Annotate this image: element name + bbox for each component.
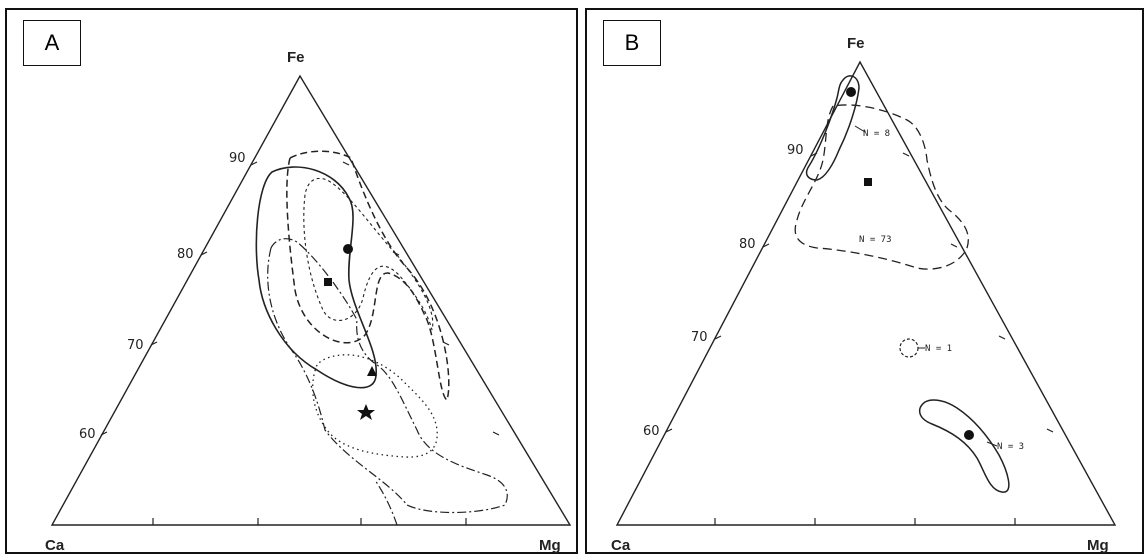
vertex-fe: Fe — [847, 35, 865, 52]
tick-label-90: 90 — [787, 143, 804, 158]
square-marker — [324, 278, 332, 286]
vertex-mg: Mg — [1087, 537, 1109, 554]
vertex-mg: Mg — [539, 537, 561, 554]
tick-label-80: 80 — [177, 247, 194, 262]
annotation-n73: N = 73 — [859, 235, 892, 245]
tick-label-70: 70 — [127, 338, 144, 353]
panel-a: A Fe Ca Mg 90 80 70 — [5, 8, 578, 554]
ternary-diagram-b: Fe Ca Mg 90 80 70 60 N = 8 N = 73 N = 1 … — [611, 35, 1117, 554]
field-dash-dot-tail — [374, 479, 398, 526]
field-n8 — [805, 75, 860, 181]
star-marker — [357, 404, 375, 420]
field-dash-cross — [303, 177, 434, 331]
ternary-triangle — [50, 74, 572, 526]
triangle-marker — [367, 366, 377, 376]
ternary-diagram-a: Fe Ca Mg 90 80 70 60 — [45, 49, 572, 554]
leader-n3 — [986, 441, 998, 447]
panel-label-b: B — [603, 20, 661, 66]
panel-label-a: A — [23, 20, 81, 66]
vertex-ca: Ca — [611, 537, 631, 554]
right-ticks — [902, 152, 1054, 433]
field-n73 — [794, 104, 969, 270]
left-ticks — [665, 152, 818, 433]
field-solid — [255, 166, 377, 389]
vertex-ca: Ca — [45, 537, 65, 554]
field-n3 — [918, 399, 1010, 493]
annotation-n3: N = 3 — [997, 442, 1024, 452]
annotation-n8: N = 8 — [863, 129, 890, 139]
tick-label-80: 80 — [739, 237, 756, 252]
tick-label-60: 60 — [643, 424, 660, 439]
field-dash-dot — [267, 238, 508, 514]
circle-marker-bottom — [964, 430, 974, 440]
annotation-n1: N = 1 — [925, 344, 952, 354]
vertex-fe: Fe — [287, 49, 305, 66]
circle-marker-top — [846, 87, 856, 97]
panel-b: B Fe Ca Mg 90 80 70 — [585, 8, 1144, 554]
field-dashed — [286, 150, 450, 402]
ternary-triangle — [615, 60, 1117, 526]
circle-marker — [343, 244, 353, 254]
leader-n8 — [854, 125, 866, 133]
bottom-ticks — [714, 518, 1016, 525]
right-ticks — [342, 161, 500, 436]
tick-label-90: 90 — [229, 151, 246, 166]
field-dotted — [312, 354, 438, 458]
tick-label-70: 70 — [691, 330, 708, 345]
bottom-ticks — [152, 518, 467, 525]
tick-label-60: 60 — [79, 427, 96, 442]
square-marker — [864, 178, 872, 186]
left-ticks — [100, 161, 258, 436]
field-n1 — [899, 338, 919, 358]
